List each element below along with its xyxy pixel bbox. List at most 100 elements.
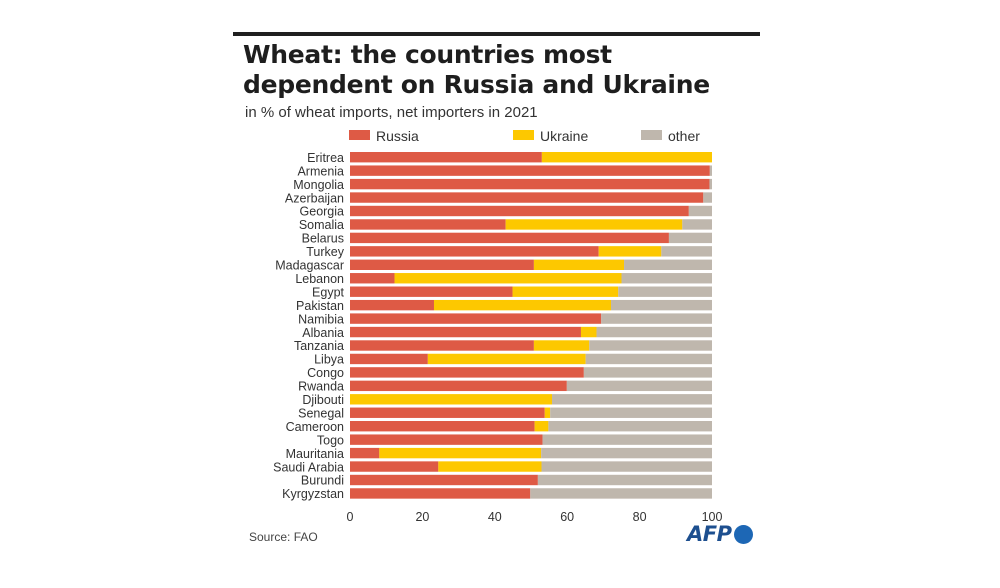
bar-tanzania-other xyxy=(589,340,712,351)
bar-belarus-russia xyxy=(350,232,669,244)
legend: Russia Ukraine other xyxy=(349,128,700,144)
category-label-belarus: Belarus xyxy=(302,232,344,246)
bar-pakistan-ukraine xyxy=(433,299,612,311)
bar-namibia-other xyxy=(601,313,712,324)
bar-albania-other xyxy=(596,326,712,338)
bar-lebanon-ukraine xyxy=(394,273,622,284)
bar-egypt-other xyxy=(618,286,712,297)
bar-eritrea-russia xyxy=(350,152,542,163)
category-label-kyrgyzstan: Kyrgyzstan xyxy=(282,487,344,501)
legend-swatch-ukraine xyxy=(513,130,534,140)
category-label-namibia: Namibia xyxy=(298,312,344,326)
bar-turkey-russia xyxy=(350,246,599,257)
bar-togo-russia xyxy=(350,434,543,445)
bar-turkey-other xyxy=(661,246,712,257)
source-note: Source: FAO xyxy=(249,530,318,544)
x-tick-label-0: 0 xyxy=(347,510,354,524)
bars xyxy=(350,152,712,499)
bar-georgia-other xyxy=(688,205,712,217)
bar-cameroon-other xyxy=(548,421,712,432)
bar-mongolia-other xyxy=(709,178,712,190)
bar-mongolia-russia xyxy=(350,178,710,190)
category-label-georgia: Georgia xyxy=(300,205,345,219)
chart-title: Wheat: the countries most dependent on R… xyxy=(243,40,710,99)
category-labels: EritreaArmeniaMongoliaAzerbaijanGeorgiaS… xyxy=(273,151,345,501)
x-tick-label-80: 80 xyxy=(633,510,647,524)
category-label-burundi: Burundi xyxy=(301,474,344,488)
bar-somalia-other xyxy=(682,219,712,230)
category-label-egypt: Egypt xyxy=(312,285,344,299)
category-label-togo: Togo xyxy=(317,433,344,447)
bar-saudi-arabia-russia xyxy=(350,461,439,472)
bar-madagascar-russia xyxy=(350,259,534,270)
bar-albania-ukraine xyxy=(580,326,597,338)
bar-senegal-russia xyxy=(350,407,545,418)
bar-namibia-russia xyxy=(350,313,602,324)
x-axis: 0 20 40 60 80 100 xyxy=(347,510,723,524)
bar-djibouti-ukraine xyxy=(350,394,552,405)
bar-eritrea-ukraine xyxy=(541,152,712,163)
bar-kyrgyzstan-other xyxy=(530,488,712,499)
bar-egypt-russia xyxy=(350,286,513,297)
bar-tanzania-russia xyxy=(350,340,534,351)
bar-cameroon-russia xyxy=(350,421,535,432)
bar-cameroon-ukraine xyxy=(534,421,549,432)
category-label-lebanon: Lebanon xyxy=(295,272,344,286)
bar-albania-russia xyxy=(350,326,581,338)
category-label-armenia: Armenia xyxy=(297,164,344,178)
bar-togo-other xyxy=(542,434,712,445)
bar-tanzania-ukraine xyxy=(533,340,590,351)
bar-libya-ukraine xyxy=(427,353,586,365)
bar-congo-russia xyxy=(350,367,584,378)
category-label-cameroon: Cameroon xyxy=(286,420,344,434)
bar-congo-other xyxy=(583,367,712,378)
bar-azerbaijan-other xyxy=(703,192,712,203)
bar-saudi-arabia-other xyxy=(541,461,712,472)
bar-kyrgyzstan-russia xyxy=(350,488,531,499)
bar-djibouti-other xyxy=(551,394,712,405)
bar-pakistan-other xyxy=(611,299,712,311)
bar-armenia-other xyxy=(709,165,712,176)
category-label-djibouti: Djibouti xyxy=(302,393,344,407)
x-tick-label-100: 100 xyxy=(702,510,723,524)
chart-subtitle: in % of wheat imports, net importers in … xyxy=(245,104,538,121)
category-label-saudi-arabia: Saudi Arabia xyxy=(273,460,344,474)
legend-swatch-russia xyxy=(349,130,370,140)
bar-mauritania-other xyxy=(541,447,712,459)
afp-logo-dot xyxy=(733,524,753,544)
category-label-pakistan: Pakistan xyxy=(296,299,344,313)
category-label-somalia: Somalia xyxy=(299,218,344,232)
x-tick-label-60: 60 xyxy=(560,510,574,524)
bar-georgia-russia xyxy=(350,205,689,217)
category-label-albania: Albania xyxy=(302,326,344,340)
bar-lebanon-other xyxy=(621,273,712,284)
bar-belarus-other xyxy=(668,232,712,244)
category-label-tanzania: Tanzania xyxy=(294,339,344,353)
bar-mauritania-ukraine xyxy=(379,447,542,459)
category-label-azerbaijan: Azerbaijan xyxy=(285,191,344,205)
top-rule xyxy=(233,32,760,36)
bar-madagascar-ukraine xyxy=(533,259,625,270)
bar-azerbaijan-russia xyxy=(350,192,704,203)
x-tick-label-20: 20 xyxy=(415,510,429,524)
bar-rwanda-russia xyxy=(350,380,567,392)
category-label-madagascar: Madagascar xyxy=(275,259,344,273)
category-label-mauritania: Mauritania xyxy=(286,447,344,461)
x-tick-label-40: 40 xyxy=(488,510,502,524)
bar-libya-russia xyxy=(350,353,428,365)
category-label-congo: Congo xyxy=(307,366,344,380)
legend-label-russia: Russia xyxy=(376,128,419,144)
bar-madagascar-other xyxy=(624,259,712,270)
bar-lebanon-russia xyxy=(350,273,395,284)
afp-logo: AFP xyxy=(687,521,753,547)
bar-libya-other xyxy=(585,353,712,365)
bar-rwanda-other xyxy=(566,380,712,392)
bar-pakistan-russia xyxy=(350,299,434,311)
category-label-senegal: Senegal xyxy=(298,406,344,420)
bar-senegal-ukraine xyxy=(544,407,551,418)
category-label-turkey: Turkey xyxy=(306,245,344,259)
category-label-rwanda: Rwanda xyxy=(298,380,344,394)
bar-egypt-ukraine xyxy=(512,286,619,297)
bar-mauritania-russia xyxy=(350,447,380,459)
